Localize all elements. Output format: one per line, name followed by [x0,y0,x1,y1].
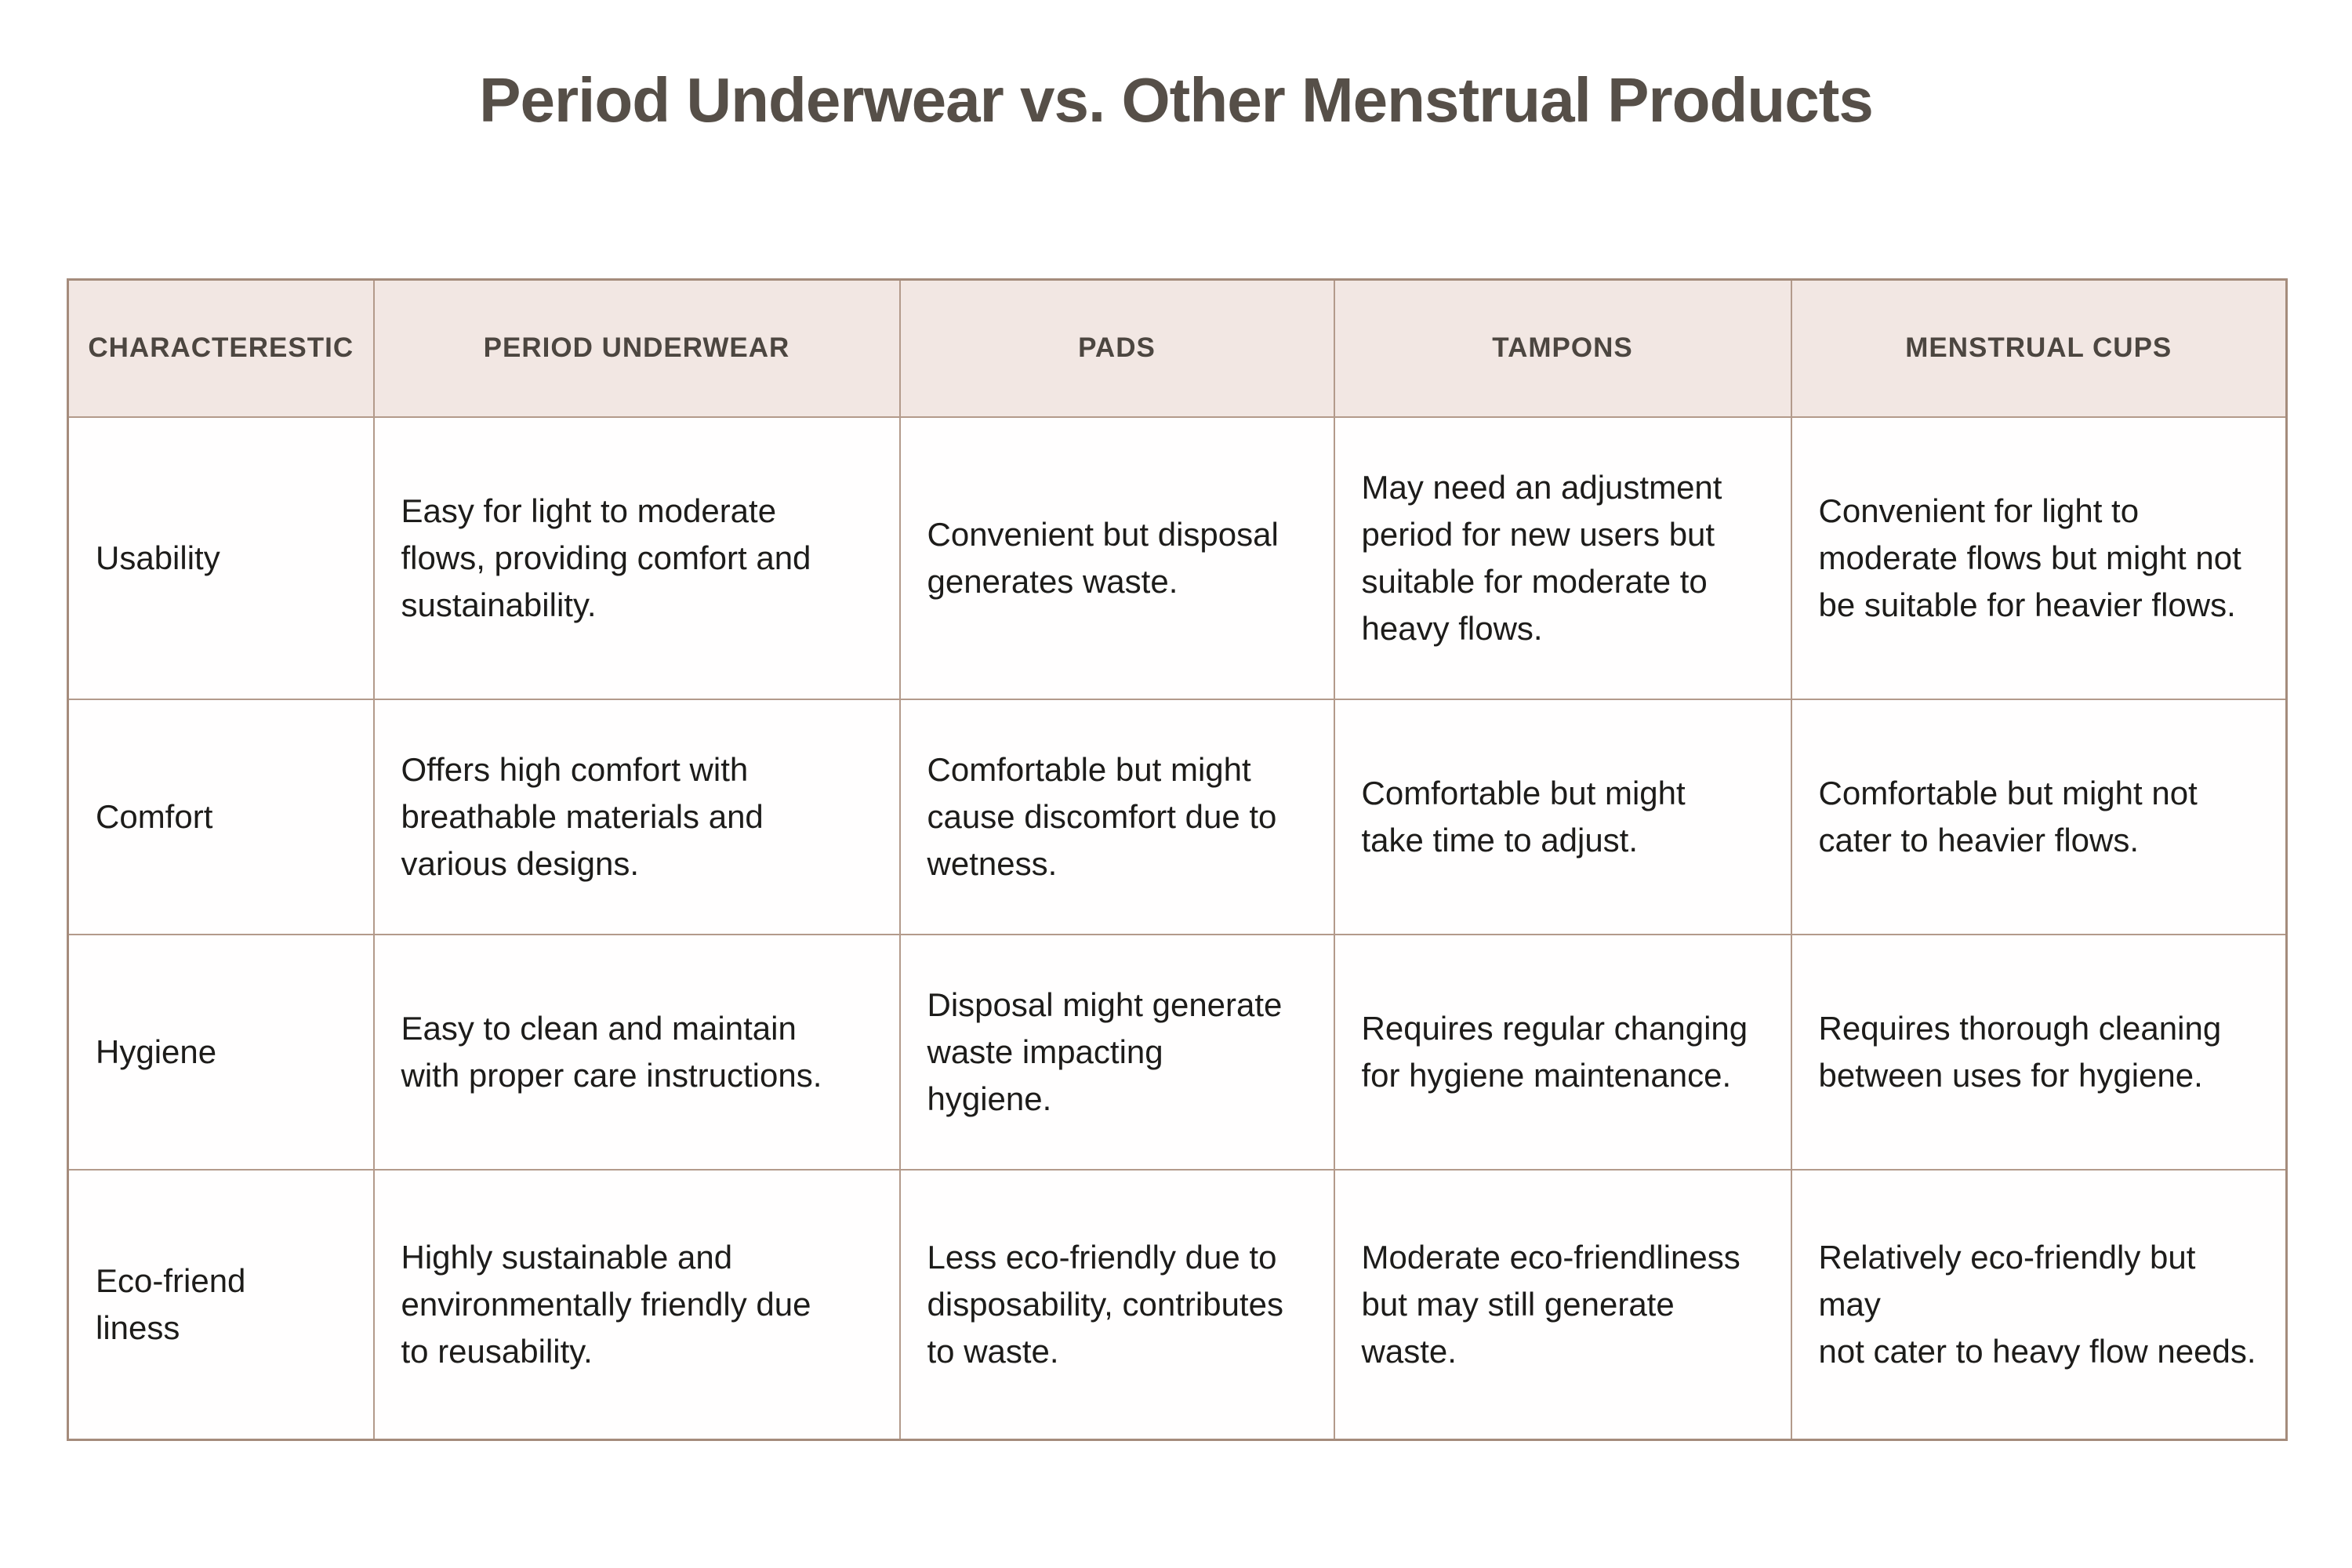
column-header-pads: PADS [898,278,1335,418]
row-label-hygiene: Hygiene [67,933,375,1171]
column-header-characterestic: CHARACTERESTIC [67,278,375,418]
cell-comfort-tampons: Comfortable but might take time to adjus… [1333,698,1792,935]
cell-comfort-menstrual-cups: Comfortable but might not cater to heavi… [1790,698,2288,935]
cell-comfort-pads: Comfortable but might cause discomfort d… [898,698,1335,935]
row-label-comfort: Comfort [67,698,375,935]
cell-usability-pads: Convenient but disposal generates waste. [898,416,1335,700]
table-row-eco-friendliness: Eco-friend liness Highly sustainable and… [67,1168,2288,1441]
cell-hygiene-tampons: Requires regular changing for hygiene ma… [1333,933,1792,1171]
cell-eco-friendliness-tampons: Moderate eco-friendliness but may still … [1333,1168,1792,1441]
comparison-table: CHARACTERESTIC PERIOD UNDERWEAR PADS TAM… [67,278,2288,1441]
cell-comfort-period-underwear: Offers high comfort with breathable mate… [372,698,901,935]
cell-eco-friendliness-pads: Less eco-friendly due to disposability, … [898,1168,1335,1441]
cell-usability-period-underwear: Easy for light to moderate flows, provid… [372,416,901,700]
page-title: Period Underwear vs. Other Menstrual Pro… [479,65,1874,135]
cell-hygiene-pads: Disposal might generate waste impacting … [898,933,1335,1171]
cell-usability-tampons: May need an adjustment period for new us… [1333,416,1792,700]
header-row: CHARACTERESTIC PERIOD UNDERWEAR PADS TAM… [67,278,2288,418]
row-label-usability: Usability [67,416,375,700]
table-row-comfort: Comfort Offers high comfort with breatha… [67,698,2288,935]
table-row-usability: Usability Easy for light to moderate flo… [67,416,2288,700]
cell-hygiene-period-underwear: Easy to clean and maintain with proper c… [372,933,901,1171]
cell-eco-friendliness-period-underwear: Highly sustainable and environmentally f… [372,1168,901,1441]
cell-usability-menstrual-cups: Convenient for light to moderate flows b… [1790,416,2288,700]
column-header-menstrual-cups: MENSTRUAL CUPS [1790,278,2288,418]
column-header-period-underwear: PERIOD UNDERWEAR [372,278,901,418]
table-row-hygiene: Hygiene Easy to clean and maintain with … [67,933,2288,1171]
row-label-eco-friendliness: Eco-friend liness [67,1168,375,1441]
cell-eco-friendliness-menstrual-cups: Relatively eco-friendly but may not cate… [1790,1168,2288,1441]
column-header-tampons: TAMPONS [1333,278,1792,418]
cell-hygiene-menstrual-cups: Requires thorough cleaning between uses … [1790,933,2288,1171]
